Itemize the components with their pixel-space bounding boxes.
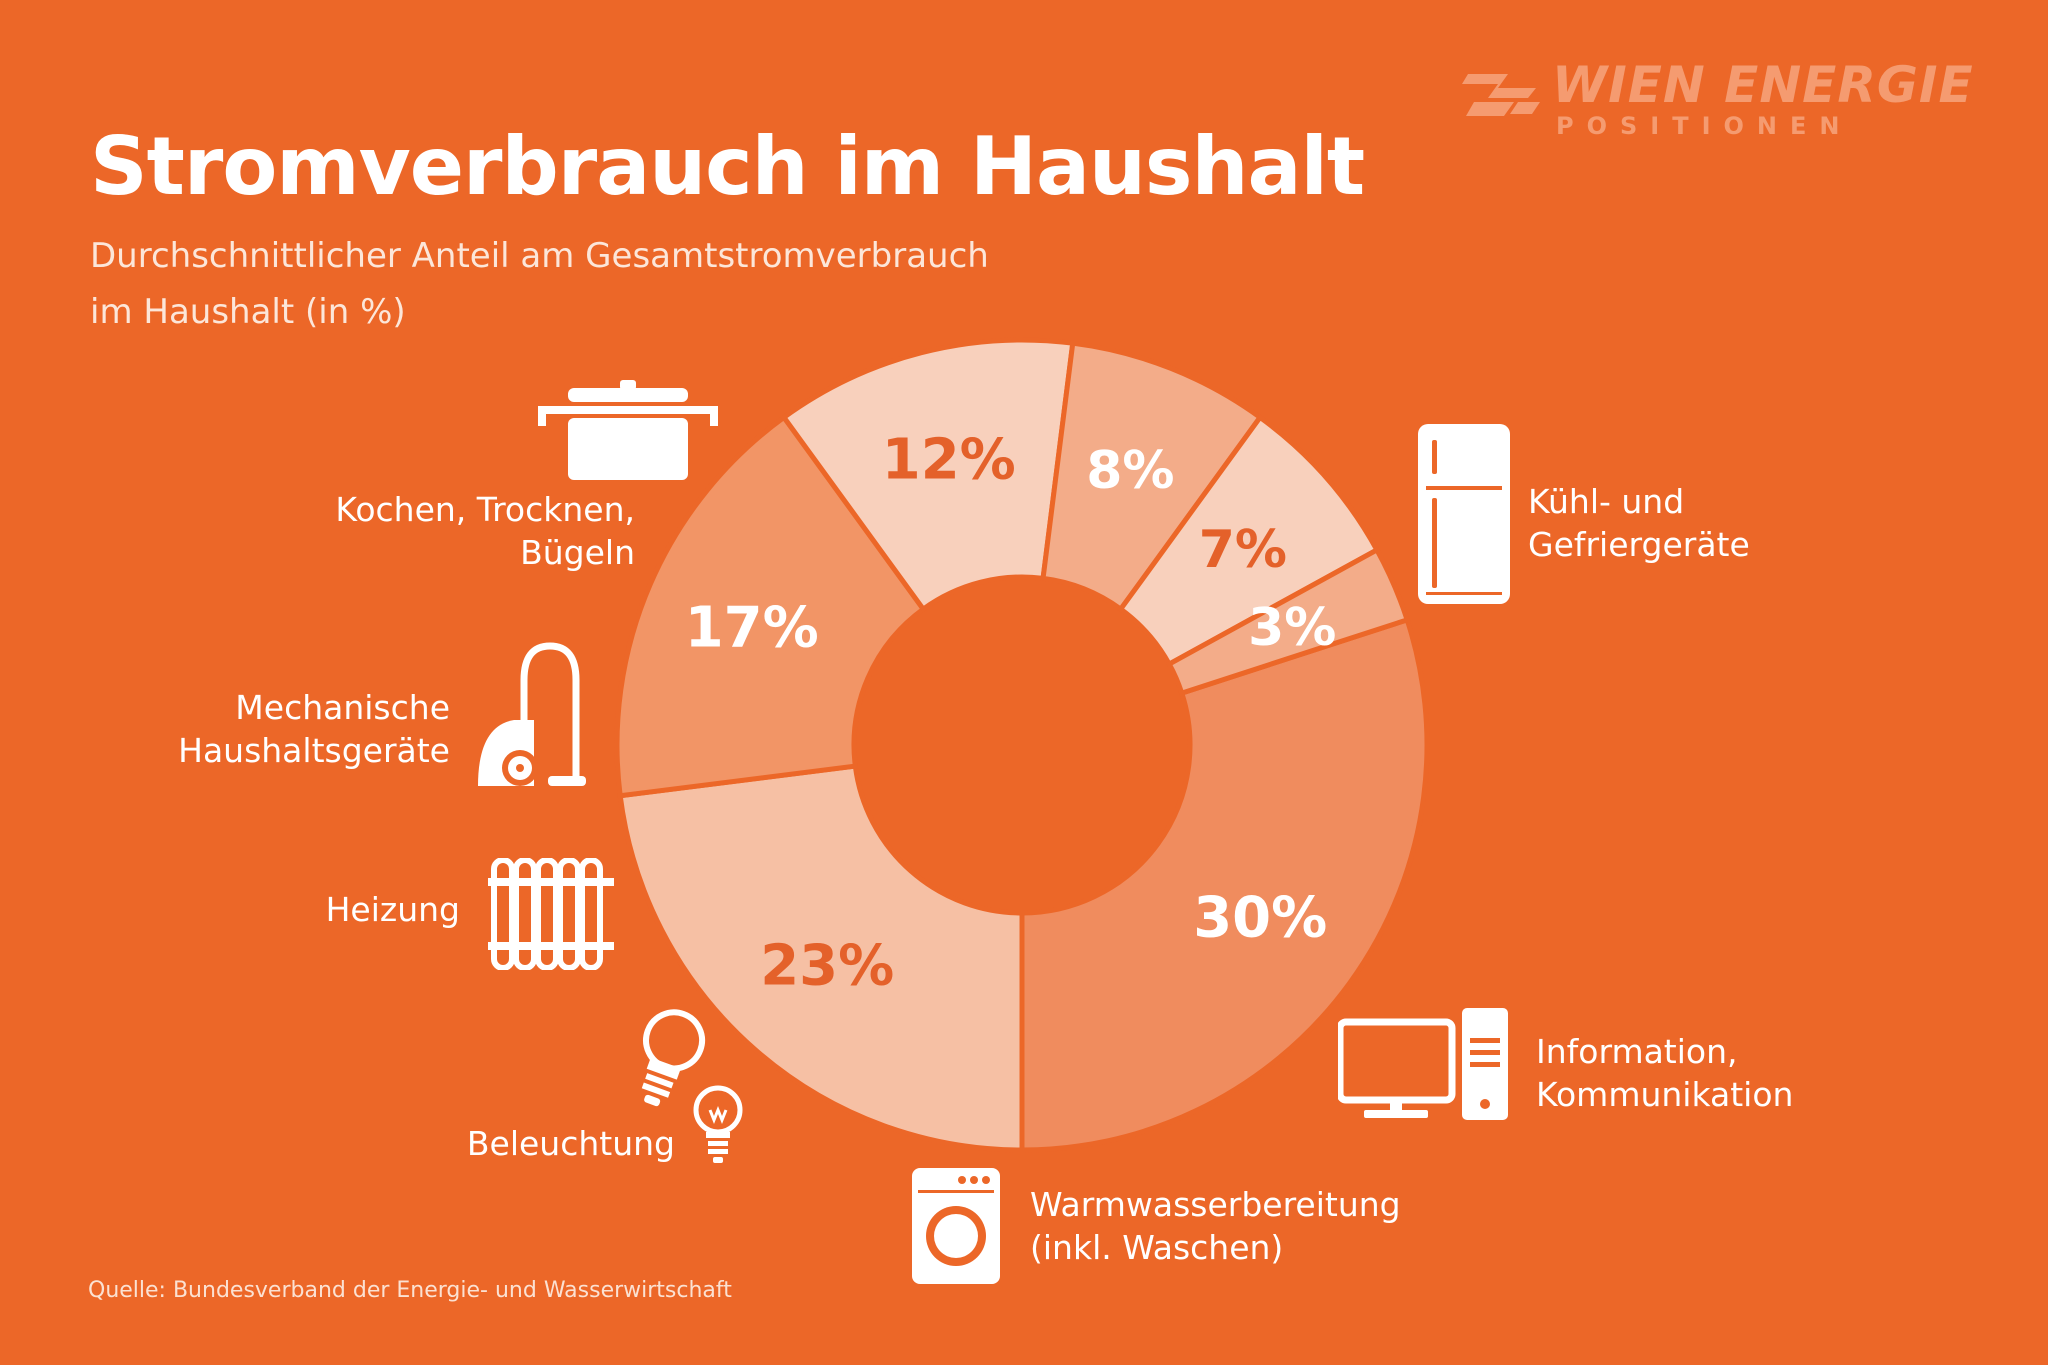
label-heating: Heizung	[280, 888, 460, 931]
logo-wordmark: WIEN ENERGIE	[1552, 56, 1974, 114]
wien-energie-logo-icon	[1458, 68, 1544, 120]
label-water: Warmwasserbereitung (inkl. Waschen)	[1030, 1183, 1401, 1269]
label-cooling-line2: Gefriergeräte	[1528, 525, 1750, 564]
vacuum-cleaner-icon	[474, 640, 586, 790]
label-lighting-line1: Beleuchtung	[466, 1124, 675, 1163]
slice-kuehl-und-gefriergeraete	[617, 763, 1025, 1153]
label-mechanical-line2: Haushaltsgeräte	[178, 731, 450, 770]
slice-mechanische-haushaltsgeraete	[1165, 546, 1411, 697]
slice-value-label-beleuchtung: 8%	[1086, 441, 1174, 501]
label-mechanical-line1: Mechanische	[235, 688, 450, 727]
slice-warmwasserbereitung-inkl-waschen	[780, 337, 1076, 613]
slice-value-label-kochen-trocknen-buegeln: 30%	[1193, 886, 1327, 951]
label-cooling-line1: Kühl- und	[1528, 482, 1685, 521]
label-info: Information, Kommunikation	[1536, 1030, 1793, 1116]
subtitle-line-1: Durchschnittlicher Anteil am Gesamtstrom…	[90, 236, 989, 276]
label-info-line2: Kommunikation	[1536, 1075, 1794, 1114]
label-lighting: Beleuchtung	[430, 1122, 675, 1165]
washing-machine-icon	[912, 1168, 1000, 1284]
fridge-icon	[1418, 424, 1510, 604]
label-cooking-line2: Bügeln	[520, 533, 635, 572]
slice-kochen-trocknen-buegeln	[1019, 616, 1430, 1153]
slice-value-label-mechanische-haushaltsgeraete: 3%	[1248, 598, 1336, 658]
slice-beleuchtung	[1040, 340, 1264, 613]
logo-tagline: POSITIONEN	[1556, 112, 1853, 140]
label-heating-line1: Heizung	[325, 890, 460, 929]
label-mechanical: Mechanische Haushaltsgeräte	[150, 686, 450, 772]
slice-value-label-heizung: 7%	[1199, 520, 1287, 580]
cooking-pot-icon	[538, 378, 718, 484]
radiator-icon	[488, 858, 614, 970]
slice-value-label-information-kommunikation: 17%	[685, 596, 819, 661]
computer-icon	[1338, 1008, 1510, 1120]
slice-value-label-warmwasserbereitung-inkl-waschen: 12%	[882, 427, 1016, 492]
label-cooking: Kochen, Trocknen, Bügeln	[300, 488, 635, 574]
page-title: Stromverbrauch im Haushalt	[90, 120, 1365, 213]
page-subtitle: Durchschnittlicher Anteil am Gesamtstrom…	[90, 228, 1090, 340]
source-note: Quelle: Bundesverband der Energie- und W…	[88, 1278, 732, 1303]
subtitle-line-2: im Haushalt (in %)	[90, 292, 406, 332]
label-cooling: Kühl- und Gefriergeräte	[1528, 480, 1750, 566]
label-info-line1: Information,	[1536, 1032, 1738, 1071]
label-cooking-line1: Kochen, Trocknen,	[335, 490, 635, 529]
label-water-line2: (inkl. Waschen)	[1030, 1228, 1284, 1267]
light-bulb-icon	[628, 1006, 752, 1166]
slice-information-kommunikation	[614, 413, 927, 799]
slice-value-label-kuehl-und-gefriergeraete: 23%	[760, 933, 894, 998]
label-water-line1: Warmwasserbereitung	[1030, 1185, 1401, 1224]
